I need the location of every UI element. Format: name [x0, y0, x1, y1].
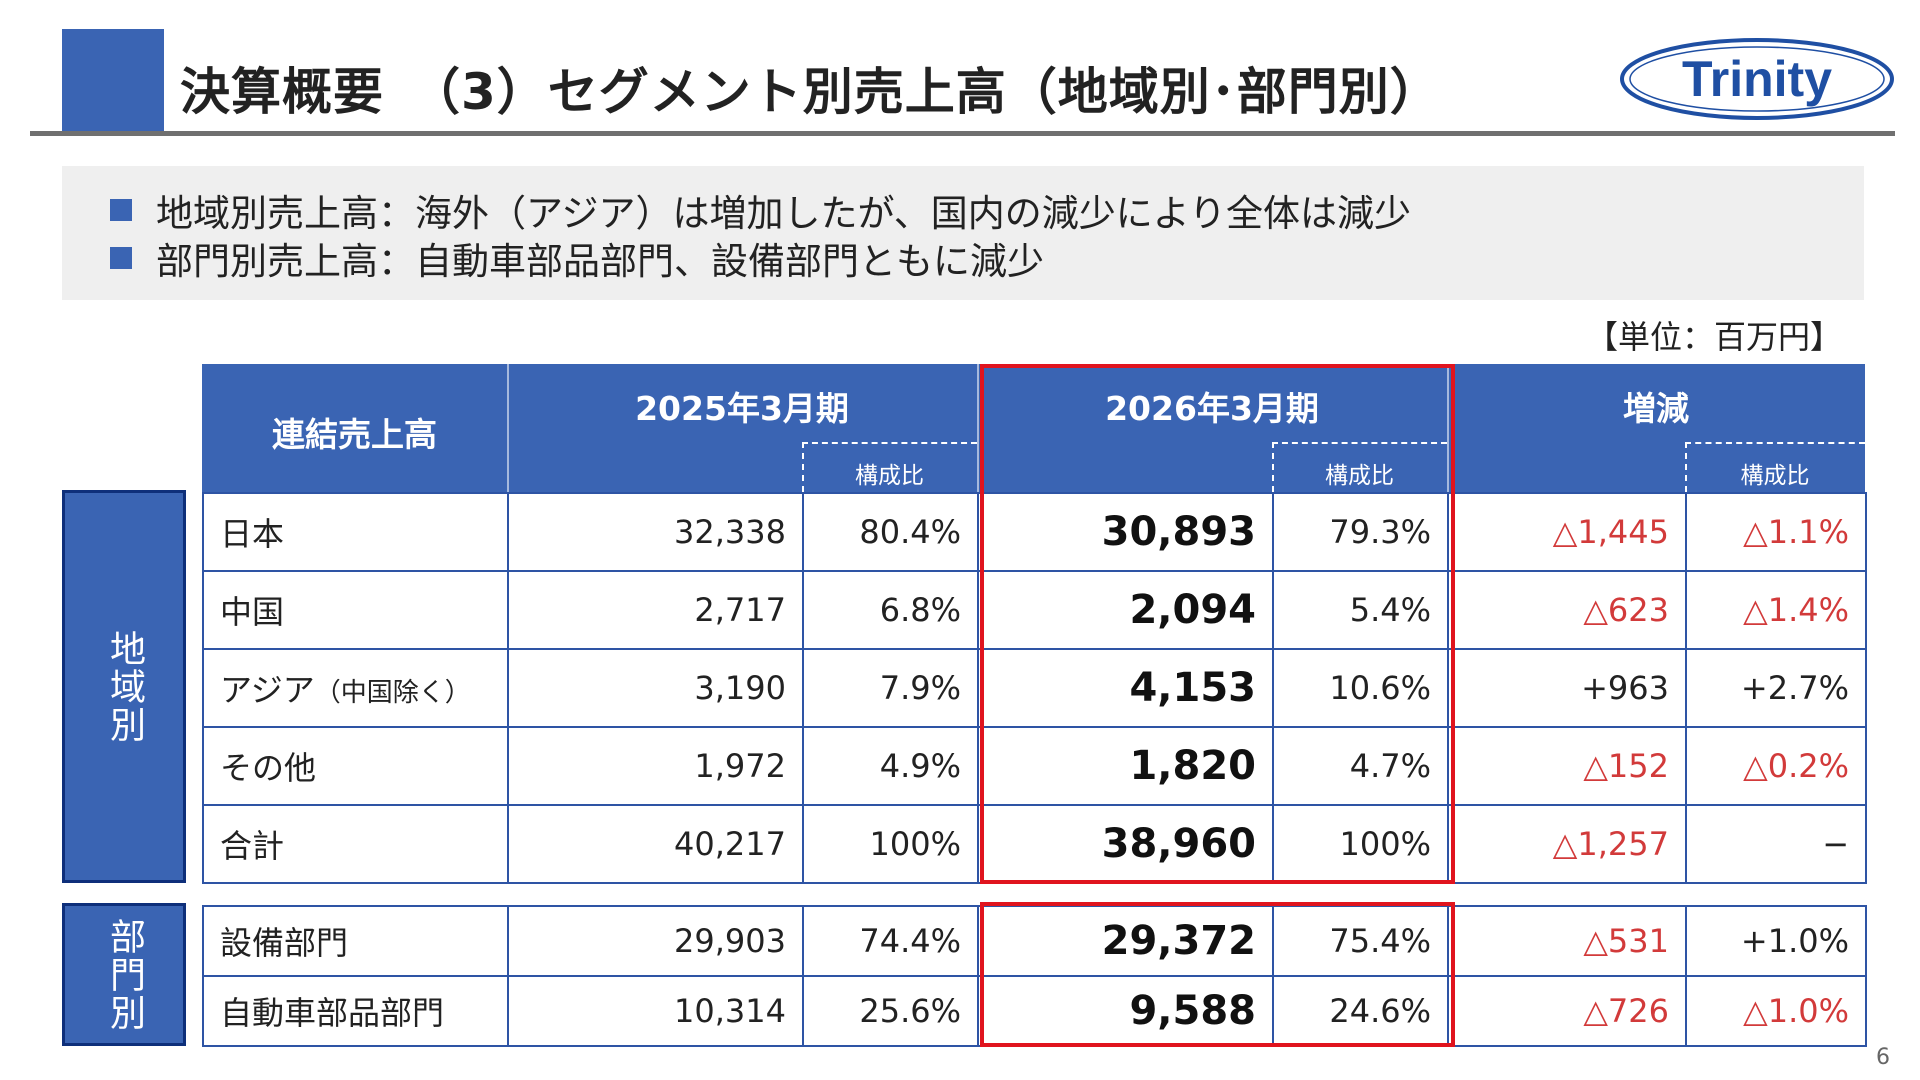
- page-number: 6: [1876, 1045, 1890, 1070]
- ratio-2026: 10.6%: [1272, 648, 1449, 728]
- ratio-2025: 25.6%: [802, 975, 979, 1047]
- change-ratio: △1.4%: [1685, 570, 1867, 650]
- value-2026: 4,153: [977, 648, 1274, 728]
- logo-text: Trinity: [1682, 51, 1832, 107]
- row-label: アジア（中国除く）: [202, 648, 509, 728]
- dept-table: 設備部門 29,903 74.4% 29,372 75.4% △531 +1.0% 自動車部品…: [202, 905, 1867, 1047]
- value-2025: 3,190: [507, 648, 804, 728]
- ratio-2025: 100%: [802, 804, 979, 884]
- page-title: 決算概要 （3）セグメント別売上高（地域別･部門別）: [180, 63, 1441, 121]
- header-ratio-change: 構成比: [1740, 463, 1810, 489]
- region-table: 日本 32,338 80.4% 30,893 79.3% △1,445 △1.1% 中国 2,7…: [202, 492, 1867, 884]
- header-ratio-2026: 構成比: [1325, 463, 1394, 489]
- ratio-2026: 79.3%: [1272, 492, 1449, 572]
- header-fy2025: 2025年3月期: [635, 389, 849, 428]
- change-ratio: +2.7%: [1685, 648, 1867, 728]
- value-2025: 10,314: [507, 975, 804, 1047]
- ratio-2025: 4.9%: [802, 726, 979, 806]
- row-label: その他: [202, 726, 509, 806]
- change-ratio: △1.1%: [1685, 492, 1867, 572]
- change-value: △1,257: [1447, 804, 1687, 884]
- row-label: 中国: [202, 570, 509, 650]
- value-2026: 29,372: [977, 905, 1274, 977]
- ratio-2025: 7.9%: [802, 648, 979, 728]
- change-ratio: +1.0%: [1685, 905, 1867, 977]
- table-header: 連結売上高 2025年3月期 2026年3月期 増減 構成比 構成比 構成比: [202, 364, 1865, 492]
- header-fy2026: 2026年3月期: [1105, 389, 1319, 428]
- bullet-square-icon: [110, 199, 132, 221]
- change-value: △531: [1447, 905, 1687, 977]
- table-row: 自動車部品部門 10,314 25.6% 9,588 24.6% △726 △1.0%: [202, 975, 1867, 1047]
- ratio-2025: 80.4%: [802, 492, 979, 572]
- row-sublabel: （中国除く）: [314, 678, 471, 708]
- table-row: 日本 32,338 80.4% 30,893 79.3% △1,445 △1.1%: [202, 492, 1867, 572]
- summary-box: 地域別売上高：海外（アジア）は増加したが、国内の減少により全体は減少 部門別売上…: [62, 166, 1864, 300]
- title-accent-block: [62, 29, 164, 131]
- change-value: △152: [1447, 726, 1687, 806]
- table-row: アジア（中国除く） 3,190 7.9% 4,153 10.6% +963 +2.7%: [202, 648, 1867, 728]
- row-label: 日本: [202, 492, 509, 572]
- table-row: その他 1,972 4.9% 1,820 4.7% △152 △0.2%: [202, 726, 1867, 806]
- header-label: 連結売上高: [272, 415, 437, 454]
- row-label: 設備部門: [202, 905, 509, 977]
- table-row: 設備部門 29,903 74.4% 29,372 75.4% △531 +1.0%: [202, 905, 1867, 977]
- row-label: 合計: [202, 804, 509, 884]
- unit-label: 【単位：百万円】: [1585, 318, 1842, 356]
- highlight-box-dept: [980, 902, 1455, 1047]
- table-row: 中国 2,717 6.8% 2,094 5.4% △623 △1.4%: [202, 570, 1867, 650]
- row-label: 自動車部品部門: [202, 975, 509, 1047]
- highlight-box-region: [980, 364, 1455, 884]
- ratio-2025: 74.4%: [802, 905, 979, 977]
- value-2025: 32,338: [507, 492, 804, 572]
- side-label-dept: 部門別: [62, 903, 186, 1046]
- change-value: +963: [1447, 648, 1687, 728]
- change-value: △1,445: [1447, 492, 1687, 572]
- ratio-2026: 75.4%: [1272, 905, 1449, 977]
- title-divider: [30, 131, 1895, 136]
- change-value: △623: [1447, 570, 1687, 650]
- bullet-square-icon: [110, 247, 132, 269]
- header-change: 増減: [1623, 389, 1689, 428]
- trinity-logo: Trinity: [1620, 38, 1894, 120]
- ratio-2025: 6.8%: [802, 570, 979, 650]
- table-row: 合計 40,217 100% 38,960 100% △1,257−: [202, 804, 1867, 884]
- value-2025: 40,217: [507, 804, 804, 884]
- value-2025: 29,903: [507, 905, 804, 977]
- summary-line-dept: 部門別売上高：自動車部品部門、設備部門ともに減少: [110, 234, 1864, 283]
- value-2026: 1,820: [977, 726, 1274, 806]
- ratio-2026: 5.4%: [1272, 570, 1449, 650]
- change-ratio: △1.0%: [1685, 975, 1867, 1047]
- side-label-region: 地域別: [62, 490, 186, 883]
- value-2025: 2,717: [507, 570, 804, 650]
- value-2025: 1,972: [507, 726, 804, 806]
- change-ratio: −: [1685, 804, 1867, 884]
- summary-line-region: 地域別売上高：海外（アジア）は増加したが、国内の減少により全体は減少: [110, 186, 1864, 235]
- ratio-2026: 4.7%: [1272, 726, 1449, 806]
- value-2026: 2,094: [977, 570, 1274, 650]
- value-2026: 30,893: [977, 492, 1274, 572]
- value-2026: 38,960: [977, 804, 1274, 884]
- change-value: △726: [1447, 975, 1687, 1047]
- change-ratio: △0.2%: [1685, 726, 1867, 806]
- header-ratio-2025: 構成比: [855, 463, 924, 489]
